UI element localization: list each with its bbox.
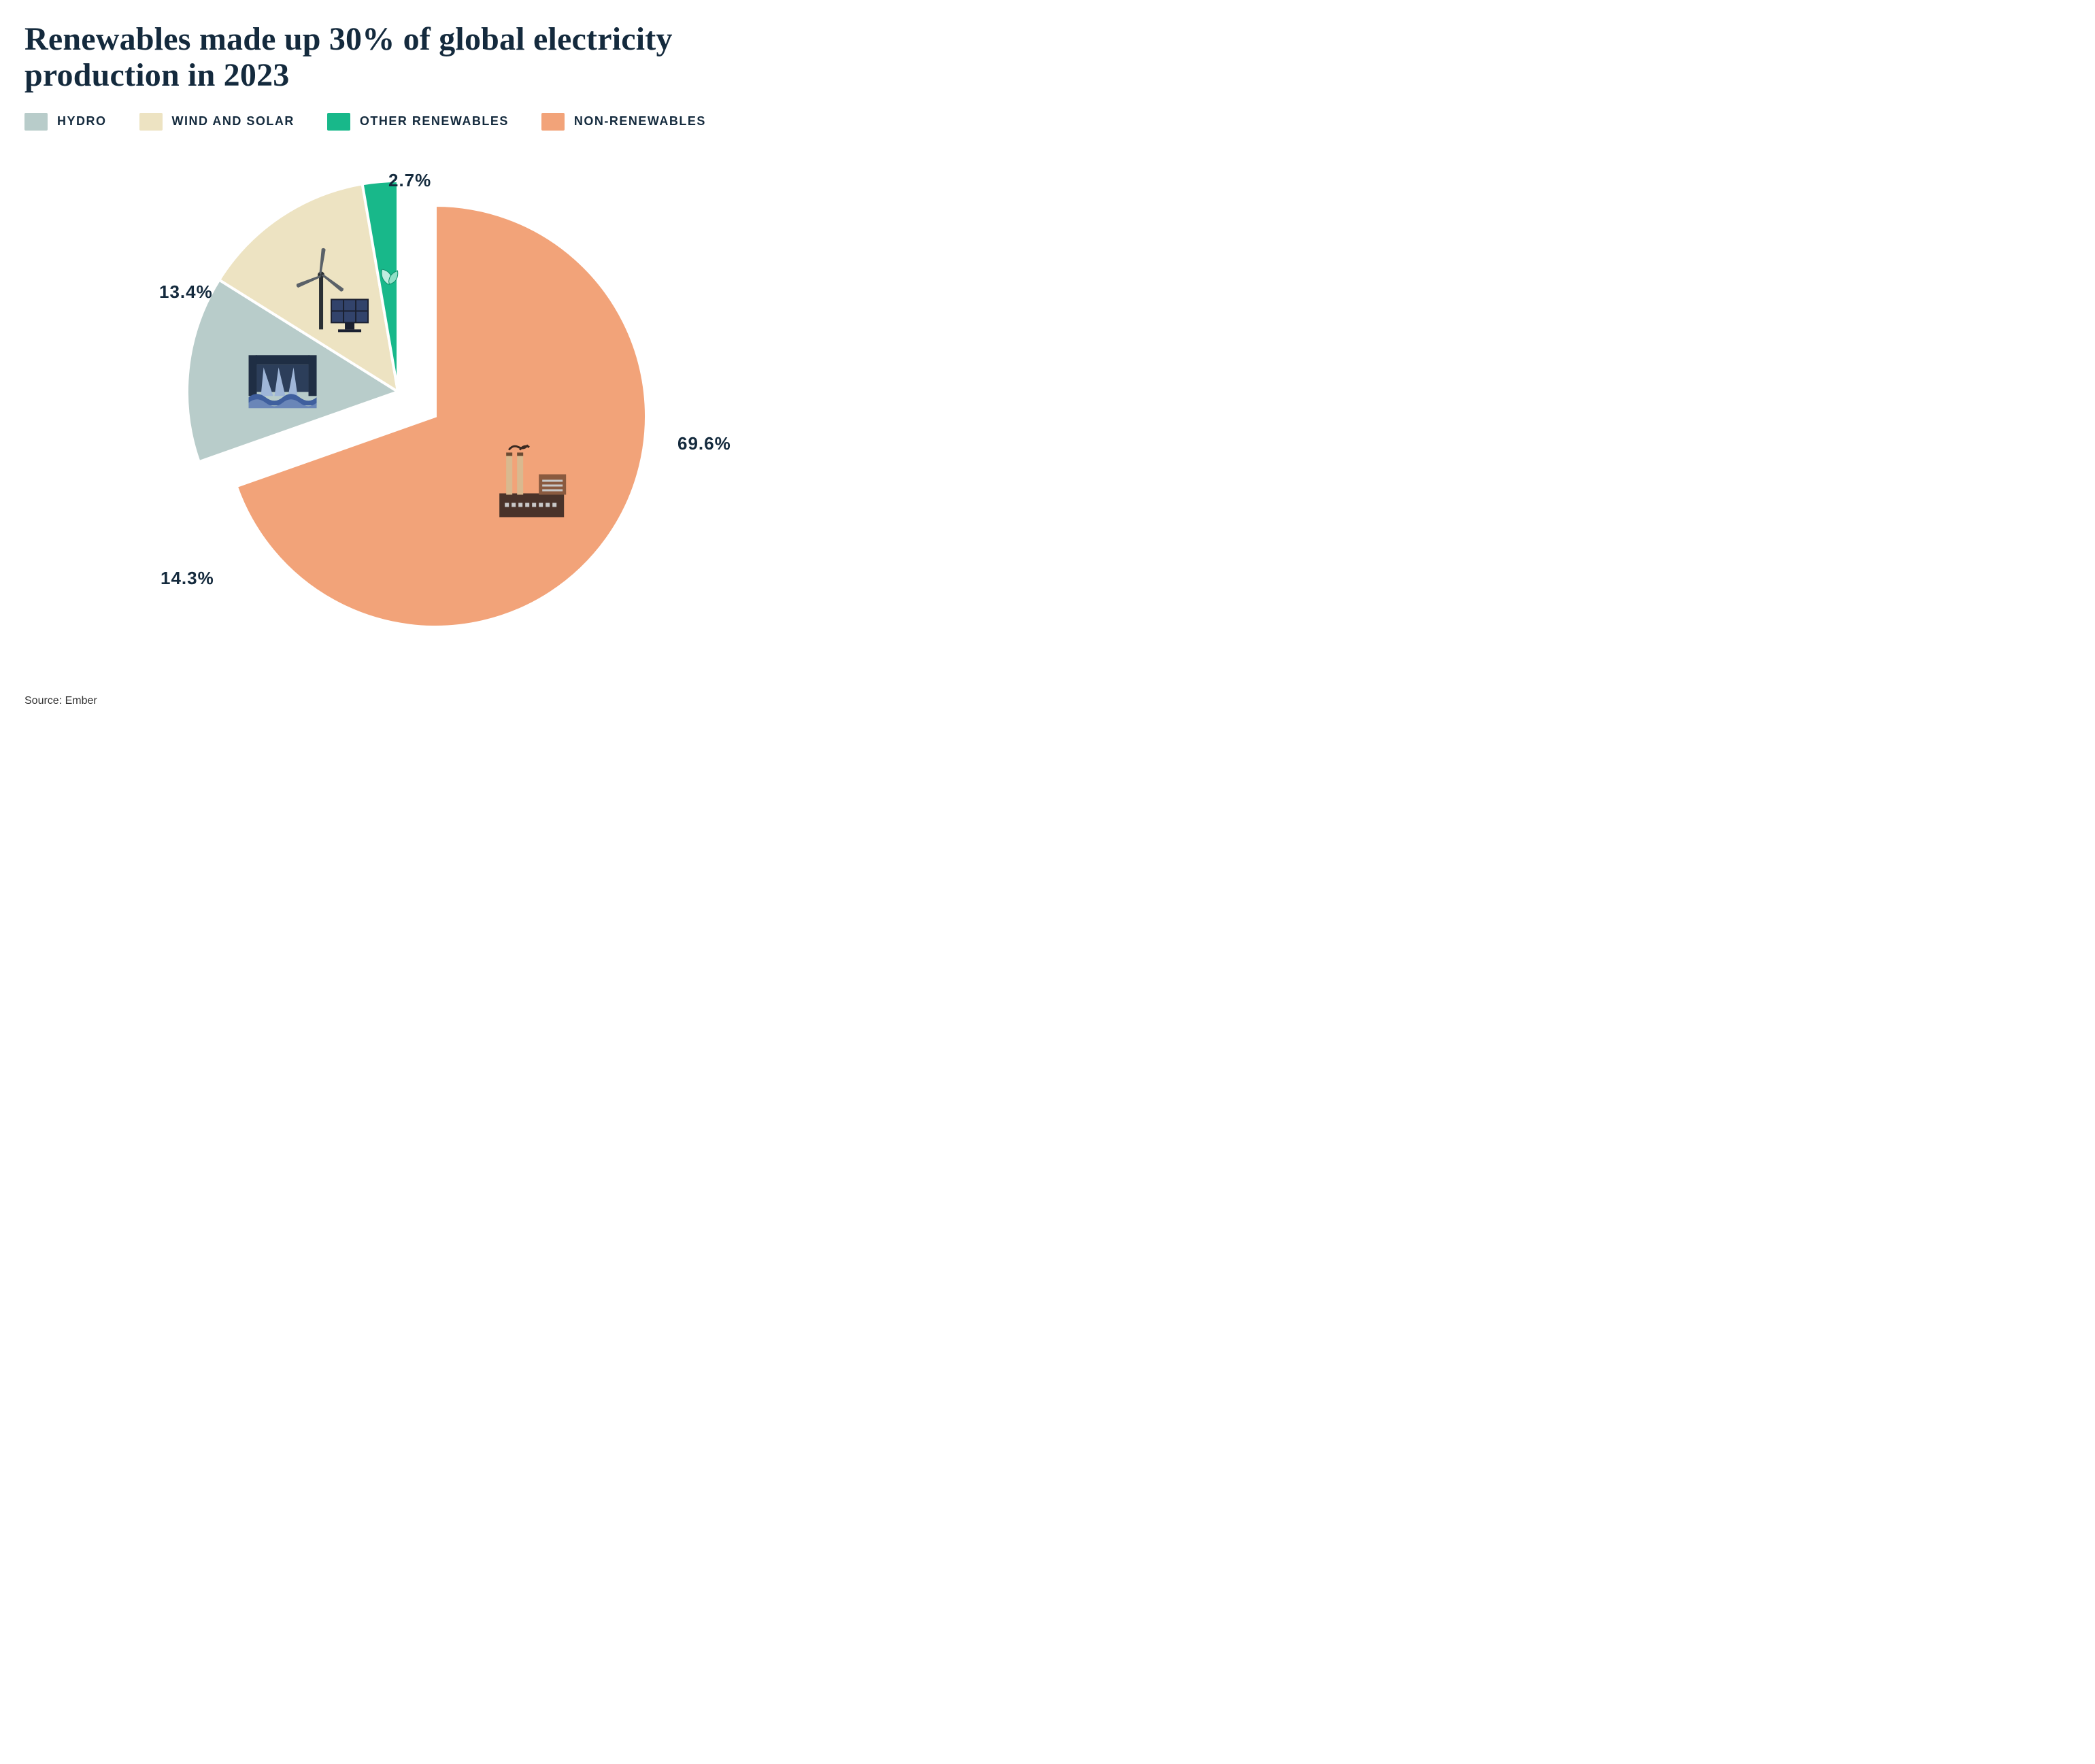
source-label: Source: Ember [24,695,846,707]
legend-swatch-non-renewables [541,113,565,131]
value-label-hydro: 14.3% [161,568,214,589]
legend-label-wind-solar: WIND AND SOLAR [172,114,295,129]
pie-chart: 2.7% 13.4% 14.3% 69.6% [24,158,846,675]
legend-swatch-hydro [24,113,48,131]
legend-label-non-renewables: NON-RENEWABLES [574,114,706,129]
value-label-other-renewables: 2.7% [388,170,431,191]
legend: HYDRO WIND AND SOLAR OTHER RENEWABLES NO… [24,113,846,131]
value-label-wind-solar: 13.4% [159,282,213,303]
legend-swatch-other-renewables [327,113,350,131]
legend-swatch-wind-solar [139,113,163,131]
legend-label-hydro: HYDRO [57,114,107,129]
legend-item-wind-solar: WIND AND SOLAR [139,113,295,131]
value-label-non-renewables: 69.6% [677,433,731,454]
legend-label-other-renewables: OTHER RENEWABLES [360,114,509,129]
legend-item-hydro: HYDRO [24,113,107,131]
chart-title: Renewables made up 30% of global electri… [24,22,705,94]
legend-item-other-renewables: OTHER RENEWABLES [327,113,509,131]
legend-item-non-renewables: NON-RENEWABLES [541,113,706,131]
